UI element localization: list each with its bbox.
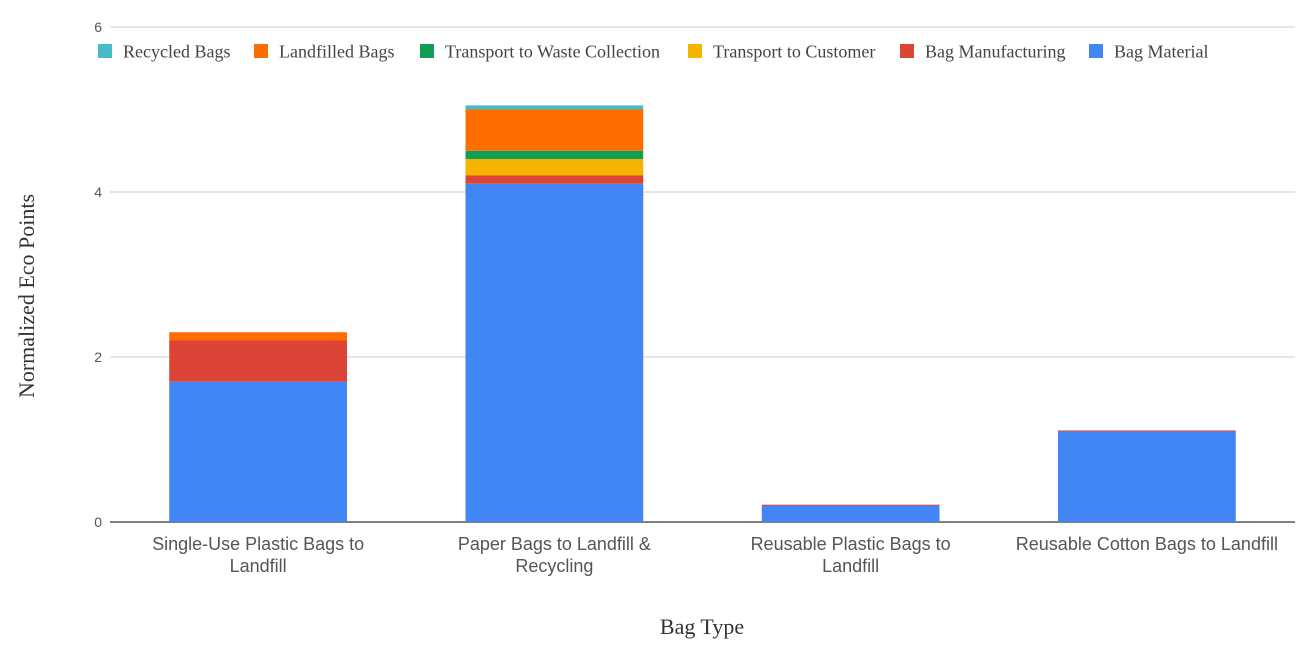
x-axis-categories: Single-Use Plastic Bags toLandfillPaper … [152, 534, 1278, 576]
y-tick-label: 6 [94, 19, 102, 35]
legend-item-bag-manufacturing: Bag Manufacturing [900, 42, 1065, 62]
x-category-label: Paper Bags to Landfill & [458, 534, 651, 554]
bar-segment-bag-manufacturing [169, 340, 347, 382]
x-category-label: Landfill [822, 556, 879, 576]
legend-swatch [98, 44, 112, 58]
legend-swatch [420, 44, 434, 58]
legend-item-landfilled-bags: Landfilled Bags [254, 42, 394, 62]
bar-segment-bag-material [761, 505, 940, 522]
legend-label: Transport to Customer [713, 42, 875, 62]
legend-item-recycled-bags: Recycled Bags [98, 42, 230, 62]
bar-segment-bag-manufacturing [761, 504, 940, 506]
bar-segment-bag-manufacturing [1058, 430, 1236, 432]
legend: Recycled Bags Landfilled Bags Transport to… [98, 42, 1208, 62]
y-axis-ticks: 0 2 4 6 [94, 19, 102, 530]
bar-segment-bag-material [1058, 431, 1236, 522]
y-axis-title: Normalized Eco Points [14, 194, 39, 398]
legend-label: Transport to Waste Collection [445, 42, 660, 62]
x-category-label: Reusable Plastic Bags to [751, 534, 951, 554]
x-category-label: Recycling [515, 556, 593, 576]
legend-label: Landfilled Bags [279, 42, 394, 62]
x-axis-title: Bag Type [660, 614, 744, 639]
legend-swatch [688, 44, 702, 58]
x-category-label: Single-Use Plastic Bags to [152, 534, 364, 554]
y-tick-label: 0 [94, 514, 102, 530]
legend-label: Recycled Bags [123, 42, 230, 62]
legend-item-transport-to-customer: Transport to Customer [688, 42, 875, 62]
bar-segment-landfilled-bags [169, 332, 347, 341]
legend-swatch [1089, 44, 1103, 58]
y-tick-label: 2 [94, 349, 102, 365]
legend-item-transport-to-waste-collection: Transport to Waste Collection [420, 42, 660, 62]
legend-label: Bag Material [1114, 42, 1208, 62]
legend-item-bag-material: Bag Material [1089, 42, 1208, 62]
bar-segment-recycled-bags [465, 105, 644, 110]
legend-swatch [254, 44, 268, 58]
bar-segment-bag-material [465, 183, 644, 522]
bar-segment-landfilled-bags [465, 109, 644, 151]
bar-segment-transport-to-waste-collection [465, 150, 644, 159]
y-tick-label: 4 [94, 184, 102, 200]
x-category-label: Reusable Cotton Bags to Landfill [1016, 534, 1278, 554]
bar-segment-transport-to-customer [465, 159, 644, 176]
bar-segment-bag-manufacturing [465, 175, 644, 184]
legend-label: Bag Manufacturing [925, 42, 1065, 62]
bars [169, 105, 1236, 522]
x-category-label: Landfill [230, 556, 287, 576]
bar-segment-bag-material [169, 381, 347, 522]
legend-swatch [900, 44, 914, 58]
